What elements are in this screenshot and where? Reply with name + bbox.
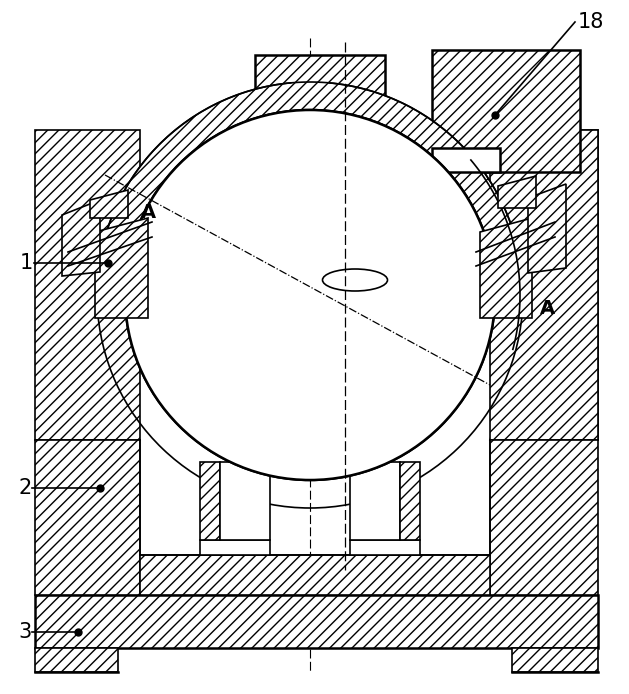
- Polygon shape: [498, 176, 536, 208]
- Polygon shape: [512, 648, 598, 672]
- Text: 3: 3: [18, 622, 31, 642]
- Ellipse shape: [323, 269, 387, 291]
- Circle shape: [125, 110, 495, 480]
- Polygon shape: [220, 462, 270, 540]
- Polygon shape: [95, 218, 148, 318]
- Polygon shape: [35, 440, 140, 595]
- Text: 2: 2: [18, 478, 31, 498]
- Polygon shape: [480, 218, 532, 318]
- Text: A: A: [140, 203, 155, 221]
- Polygon shape: [528, 184, 566, 273]
- Text: 18: 18: [578, 12, 604, 32]
- Polygon shape: [200, 462, 220, 540]
- Polygon shape: [490, 130, 598, 440]
- Polygon shape: [90, 190, 128, 218]
- Polygon shape: [432, 50, 580, 172]
- Polygon shape: [100, 82, 520, 263]
- Text: 1: 1: [20, 253, 33, 273]
- Polygon shape: [62, 200, 100, 276]
- Polygon shape: [432, 148, 500, 172]
- Polygon shape: [35, 595, 598, 648]
- Polygon shape: [200, 540, 270, 555]
- Circle shape: [125, 110, 495, 480]
- Polygon shape: [35, 648, 118, 672]
- Polygon shape: [35, 130, 140, 440]
- Polygon shape: [140, 555, 490, 595]
- Polygon shape: [255, 55, 385, 148]
- Polygon shape: [490, 130, 598, 440]
- Polygon shape: [490, 440, 598, 595]
- Polygon shape: [350, 462, 400, 540]
- Text: A: A: [540, 298, 555, 317]
- Polygon shape: [400, 462, 420, 540]
- Polygon shape: [350, 540, 420, 555]
